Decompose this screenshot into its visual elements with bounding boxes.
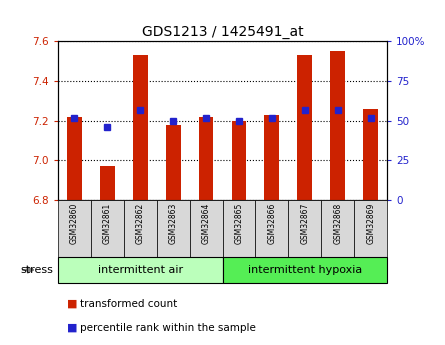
Bar bbox=[67, 117, 82, 200]
Text: GSM32860: GSM32860 bbox=[70, 203, 79, 244]
Text: ■: ■ bbox=[67, 323, 77, 333]
Text: GSM32864: GSM32864 bbox=[202, 203, 210, 244]
Text: GSM32863: GSM32863 bbox=[169, 203, 178, 244]
Bar bbox=[100, 166, 115, 200]
Bar bbox=[198, 117, 214, 200]
Text: GSM32867: GSM32867 bbox=[300, 203, 309, 244]
Text: transformed count: transformed count bbox=[80, 299, 178, 308]
Text: GSM32868: GSM32868 bbox=[333, 203, 342, 244]
Text: ■: ■ bbox=[67, 299, 77, 308]
Text: GSM32869: GSM32869 bbox=[366, 203, 375, 244]
Text: intermittent hypoxia: intermittent hypoxia bbox=[248, 265, 362, 275]
Bar bbox=[264, 115, 279, 200]
Bar bbox=[363, 109, 378, 200]
Text: GSM32865: GSM32865 bbox=[235, 203, 243, 244]
Text: GSM32861: GSM32861 bbox=[103, 203, 112, 244]
Bar bbox=[297, 55, 312, 200]
Text: stress: stress bbox=[20, 265, 53, 275]
Title: GDS1213 / 1425491_at: GDS1213 / 1425491_at bbox=[142, 25, 303, 39]
Text: GSM32866: GSM32866 bbox=[267, 203, 276, 244]
Text: intermittent air: intermittent air bbox=[97, 265, 183, 275]
Bar bbox=[330, 51, 345, 200]
Bar bbox=[166, 125, 181, 200]
Text: percentile rank within the sample: percentile rank within the sample bbox=[80, 323, 256, 333]
Text: GSM32862: GSM32862 bbox=[136, 203, 145, 244]
Bar bbox=[133, 55, 148, 200]
Bar bbox=[231, 121, 247, 200]
